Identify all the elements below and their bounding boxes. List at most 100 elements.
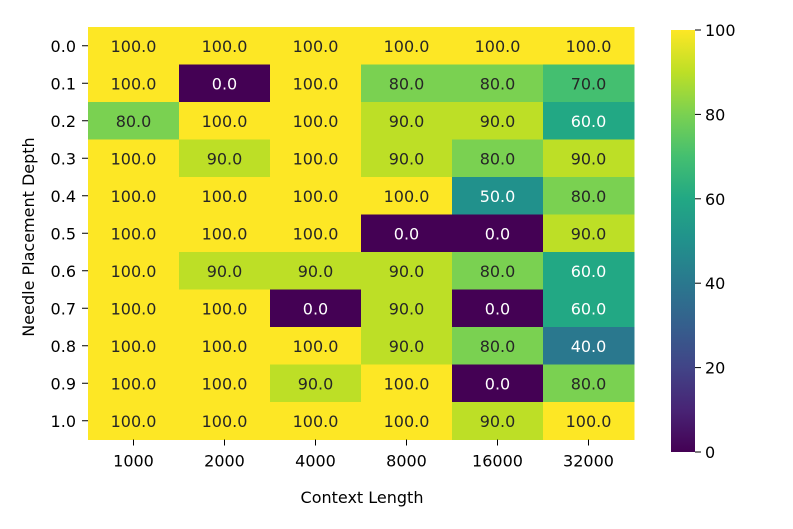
heatmap-cell-label: 70.0 <box>571 74 607 93</box>
heatmap-cell-label: 90.0 <box>389 112 425 131</box>
heatmap-cell-label: 100.0 <box>202 299 248 318</box>
y-axis-tick-label: 0.7 <box>51 299 76 318</box>
y-axis-tick-label: 0.9 <box>51 374 76 393</box>
heatmap-cell-label: 100.0 <box>202 187 248 206</box>
heatmap-cell <box>361 214 453 253</box>
heatmap-cell <box>543 177 635 215</box>
heatmap-cell <box>452 27 544 65</box>
heatmap-cell <box>88 327 180 365</box>
heatmap-cell-label: 60.0 <box>571 112 607 131</box>
heatmap-cell <box>179 102 271 140</box>
heatmap-cell <box>270 252 362 290</box>
heatmap-cell <box>543 27 635 65</box>
heatmap-cell-label: 80.0 <box>116 112 152 131</box>
heatmap-cell-label: 100.0 <box>202 337 248 356</box>
y-axis-tick-label: 0.0 <box>51 37 76 56</box>
heatmap-cell-label: 100.0 <box>111 337 157 356</box>
heatmap-cell-label: 80.0 <box>480 262 516 281</box>
heatmap-cell <box>543 102 635 140</box>
heatmap-cell <box>361 364 453 403</box>
heatmap-cell-label: 0.0 <box>394 224 419 243</box>
heatmap-cell <box>361 327 453 365</box>
heatmap-cell-label: 100.0 <box>111 412 157 431</box>
y-axis-label: Needle Placement Depth <box>19 137 38 336</box>
heatmap-cell-label: 90.0 <box>389 299 425 318</box>
x-axis-tick-label: 16000 <box>472 452 523 471</box>
heatmap-cell <box>452 327 544 365</box>
heatmap-cell-label: 100.0 <box>111 149 157 168</box>
heatmap-cell-label: 90.0 <box>298 374 334 393</box>
heatmap-cell <box>452 402 544 440</box>
heatmap-cell-label: 100.0 <box>111 224 157 243</box>
heatmap-cell <box>88 102 180 140</box>
heatmap-cell-label: 60.0 <box>571 299 607 318</box>
y-axis-tick-label: 0.2 <box>51 112 76 131</box>
heatmap-cell-label: 100.0 <box>384 37 430 56</box>
heatmap-cell-label: 100.0 <box>111 262 157 281</box>
heatmap-cell-label: 60.0 <box>571 262 607 281</box>
heatmap-cell <box>452 214 544 253</box>
heatmap-cell <box>179 327 271 365</box>
heatmap-cell-label: 80.0 <box>480 337 516 356</box>
heatmap-cell <box>452 177 544 215</box>
heatmap-cell <box>543 64 635 103</box>
heatmap-cell <box>179 139 271 178</box>
heatmap-cell <box>270 27 362 65</box>
x-axis-tick-label: 32000 <box>563 452 614 471</box>
heatmap-cell-label: 100.0 <box>111 74 157 93</box>
y-axis-tick-label: 1.0 <box>51 412 76 431</box>
heatmap-cell-label: 90.0 <box>571 224 607 243</box>
heatmap-cell <box>452 102 544 140</box>
x-axis-label: Context Length <box>301 488 424 507</box>
x-axis-tick-label: 1000 <box>113 452 154 471</box>
heatmap-cell <box>179 364 271 403</box>
y-axis-tick-label: 0.8 <box>51 337 76 356</box>
heatmap-cell-label: 80.0 <box>389 74 425 93</box>
heatmap-cell-label: 100.0 <box>293 149 339 168</box>
heatmap-cell <box>270 327 362 365</box>
heatmap-cell <box>179 27 271 65</box>
heatmap-cell-label: 90.0 <box>480 412 516 431</box>
heatmap-cell <box>452 252 544 290</box>
heatmap-cell <box>543 364 635 403</box>
y-axis-tick-label: 0.6 <box>51 262 76 281</box>
heatmap-cell <box>270 364 362 403</box>
heatmap-cell-label: 100.0 <box>293 224 339 243</box>
heatmap-cell <box>88 364 180 403</box>
heatmap-cell-label: 0.0 <box>485 224 510 243</box>
heatmap-cell <box>88 139 180 178</box>
heatmap-cell <box>361 139 453 178</box>
heatmap-cell-label: 90.0 <box>389 149 425 168</box>
heatmap-cell-label: 100.0 <box>111 37 157 56</box>
colorbar-gradient <box>671 30 695 452</box>
heatmap-cell <box>179 252 271 290</box>
x-axis-tick-label: 8000 <box>386 452 427 471</box>
heatmap-cell <box>361 252 453 290</box>
heatmap-cell-label: 100.0 <box>566 37 612 56</box>
x-axis: 1000 2000 4000 8000 16000 32000 <box>113 439 614 471</box>
heatmap-cell <box>88 402 180 440</box>
heatmap-cell-label: 90.0 <box>389 262 425 281</box>
heatmap-cell-label: 100.0 <box>202 112 248 131</box>
heatmap-cell-label: 100.0 <box>384 412 430 431</box>
heatmap-cell <box>543 214 635 253</box>
heatmap-cell <box>361 102 453 140</box>
heatmap-cell-label: 90.0 <box>571 149 607 168</box>
heatmap-cell <box>361 64 453 103</box>
heatmap-cell <box>452 64 544 103</box>
colorbar-tick-label: 80 <box>705 105 725 124</box>
heatmap-cell <box>543 252 635 290</box>
heatmap-cell-label: 100.0 <box>384 187 430 206</box>
heatmap-cell-label: 0.0 <box>485 374 510 393</box>
heatmap-cell-label: 100.0 <box>293 37 339 56</box>
colorbar: 0 20 40 60 80 100 <box>671 21 736 462</box>
heatmap-cell-label: 100.0 <box>475 37 521 56</box>
heatmap-cell <box>543 289 635 328</box>
colorbar-tick-label: 100 <box>705 21 736 40</box>
x-axis-tick-label: 4000 <box>295 452 336 471</box>
heatmap-cell <box>270 214 362 253</box>
heatmap-cell-label: 0.0 <box>485 299 510 318</box>
x-axis-tick-label: 2000 <box>204 452 245 471</box>
heatmap-cell-label: 100.0 <box>111 374 157 393</box>
heatmap-cell <box>452 364 544 403</box>
